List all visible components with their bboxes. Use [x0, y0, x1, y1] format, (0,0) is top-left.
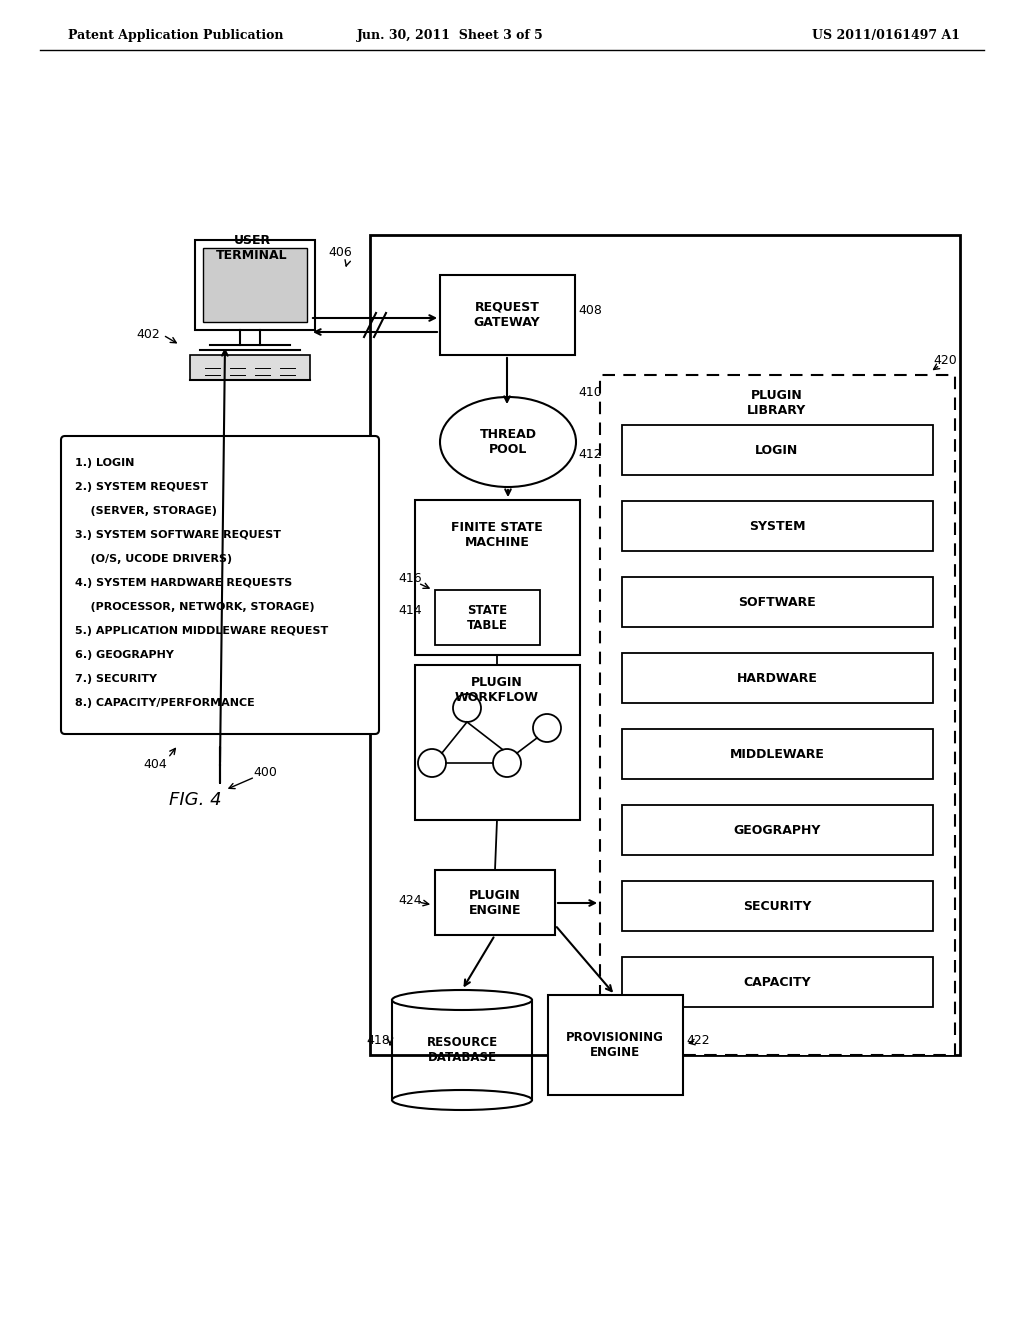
Text: 1.) LOGIN: 1.) LOGIN — [75, 458, 134, 469]
Text: CAPACITY: CAPACITY — [743, 975, 811, 989]
Text: 402: 402 — [136, 329, 160, 342]
Text: 8.) CAPACITY/PERFORMANCE: 8.) CAPACITY/PERFORMANCE — [75, 698, 255, 708]
Bar — [415, 665, 580, 820]
Text: REQUEST
GATEWAY: REQUEST GATEWAY — [474, 301, 541, 329]
FancyBboxPatch shape — [61, 436, 379, 734]
Text: 412: 412 — [579, 449, 602, 462]
Text: 410: 410 — [579, 385, 602, 399]
Text: PLUGIN
LIBRARY: PLUGIN LIBRARY — [748, 389, 807, 417]
Text: GEOGRAPHY: GEOGRAPHY — [733, 824, 820, 837]
Bar — [548, 995, 683, 1096]
Bar — [415, 500, 580, 655]
Text: 414: 414 — [398, 603, 422, 616]
Text: HARDWARE: HARDWARE — [736, 672, 817, 685]
Ellipse shape — [440, 397, 575, 487]
Bar — [195, 240, 315, 330]
Text: 424: 424 — [398, 894, 422, 907]
Text: RESOURCE
DATABASE: RESOURCE DATABASE — [426, 1036, 498, 1064]
Bar — [203, 248, 307, 322]
Text: PROVISIONING
ENGINE: PROVISIONING ENGINE — [566, 1031, 664, 1059]
Bar — [622, 653, 933, 704]
Text: 7.) SECURITY: 7.) SECURITY — [75, 675, 157, 684]
Text: 5.) APPLICATION MIDDLEWARE REQUEST: 5.) APPLICATION MIDDLEWARE REQUEST — [75, 626, 329, 636]
Text: STATE
TABLE: STATE TABLE — [467, 605, 508, 632]
Text: (O/S, UCODE DRIVERS): (O/S, UCODE DRIVERS) — [75, 554, 232, 564]
Text: 3.) SYSTEM SOFTWARE REQUEST: 3.) SYSTEM SOFTWARE REQUEST — [75, 531, 281, 540]
Bar — [435, 590, 540, 645]
Bar — [622, 577, 933, 627]
Text: SOFTWARE: SOFTWARE — [738, 595, 816, 609]
Text: PLUGIN
ENGINE: PLUGIN ENGINE — [469, 888, 521, 917]
Text: FINITE STATE
MACHINE: FINITE STATE MACHINE — [452, 521, 543, 549]
Bar — [440, 275, 575, 355]
Text: 422: 422 — [686, 1034, 710, 1047]
Text: 6.) GEOGRAPHY: 6.) GEOGRAPHY — [75, 649, 174, 660]
Ellipse shape — [392, 1090, 532, 1110]
Bar — [370, 235, 961, 1055]
Text: 408: 408 — [579, 304, 602, 317]
Bar — [190, 355, 310, 380]
Bar — [622, 880, 933, 931]
Text: (SERVER, STORAGE): (SERVER, STORAGE) — [75, 506, 217, 516]
Text: Jun. 30, 2011  Sheet 3 of 5: Jun. 30, 2011 Sheet 3 of 5 — [356, 29, 544, 41]
Bar — [622, 425, 933, 475]
Bar — [622, 957, 933, 1007]
Text: FIG. 4: FIG. 4 — [169, 791, 221, 809]
Text: 2.) SYSTEM REQUEST: 2.) SYSTEM REQUEST — [75, 482, 208, 492]
Bar — [600, 375, 955, 1055]
Text: SECURITY: SECURITY — [742, 899, 811, 912]
Bar — [622, 805, 933, 855]
Text: 400: 400 — [253, 766, 276, 779]
Text: PLUGIN
WORKFLOW: PLUGIN WORKFLOW — [455, 676, 539, 704]
Text: 418: 418 — [367, 1034, 390, 1047]
Text: 406: 406 — [328, 247, 352, 260]
Text: (PROCESSOR, NETWORK, STORAGE): (PROCESSOR, NETWORK, STORAGE) — [75, 602, 314, 612]
Ellipse shape — [392, 990, 532, 1010]
Text: 420: 420 — [933, 354, 956, 367]
Text: LOGIN: LOGIN — [756, 444, 799, 457]
Text: MIDDLEWARE: MIDDLEWARE — [729, 747, 824, 760]
Text: 416: 416 — [398, 572, 422, 585]
Bar — [622, 502, 933, 550]
Text: 404: 404 — [143, 759, 167, 771]
Bar — [622, 729, 933, 779]
Text: Patent Application Publication: Patent Application Publication — [68, 29, 284, 41]
Bar — [435, 870, 555, 935]
Text: 4.) SYSTEM HARDWARE REQUESTS: 4.) SYSTEM HARDWARE REQUESTS — [75, 578, 292, 587]
Text: THREAD
POOL: THREAD POOL — [479, 428, 537, 455]
Text: SYSTEM: SYSTEM — [749, 520, 805, 532]
Text: USER
TERMINAL: USER TERMINAL — [216, 234, 288, 261]
Text: US 2011/0161497 A1: US 2011/0161497 A1 — [812, 29, 961, 41]
